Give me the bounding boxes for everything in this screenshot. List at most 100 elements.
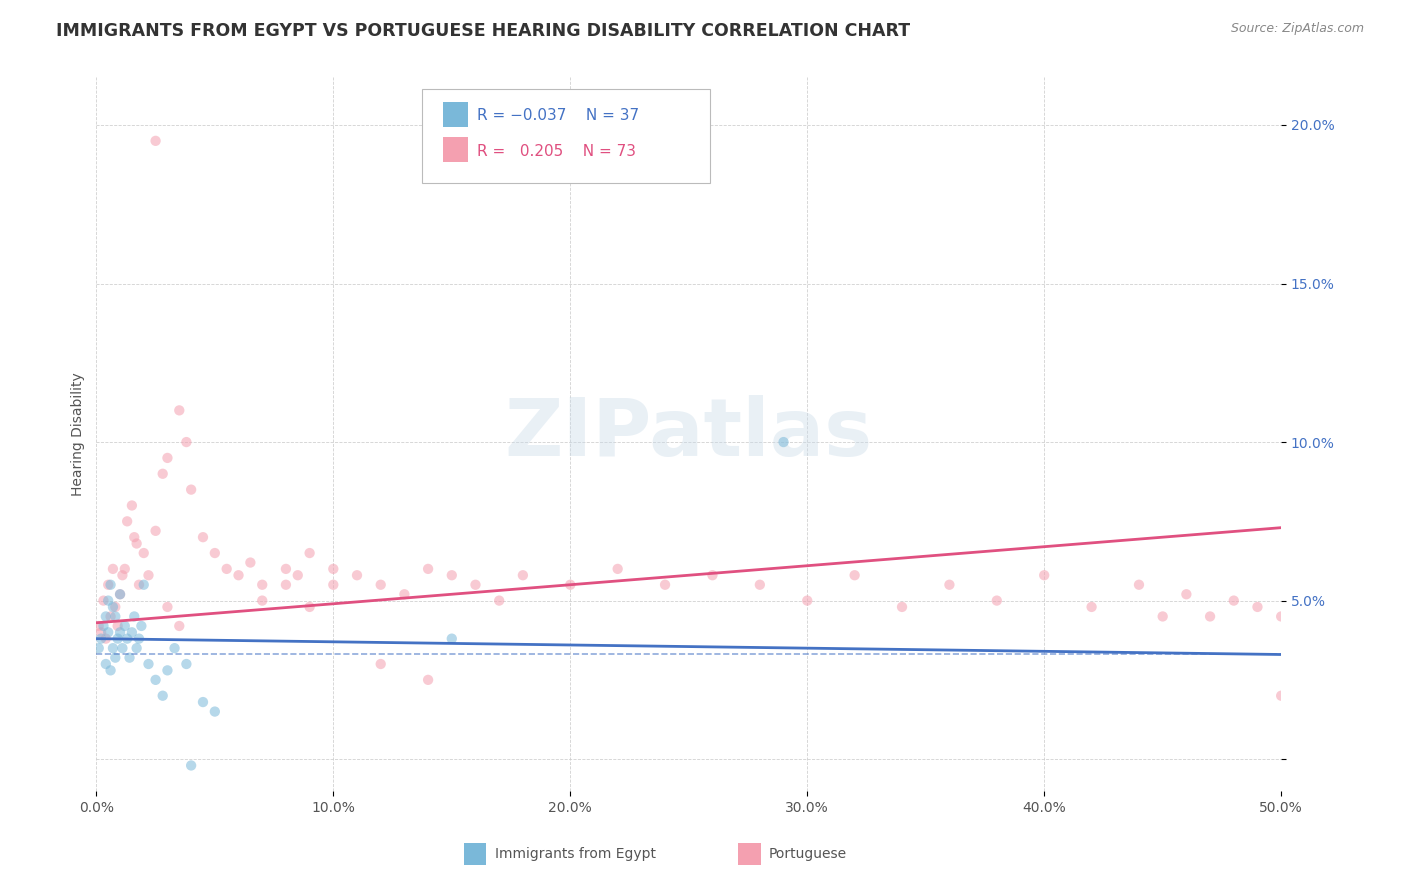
Point — [512, 568, 534, 582]
Point — [132, 546, 155, 560]
Point — [346, 568, 368, 582]
Point — [796, 593, 818, 607]
Point — [100, 609, 122, 624]
Point — [97, 578, 120, 592]
Point — [101, 599, 124, 614]
Point — [1270, 689, 1292, 703]
Text: Portuguese: Portuguese — [769, 847, 848, 861]
Point — [111, 568, 134, 582]
Point — [108, 587, 131, 601]
Point — [252, 593, 274, 607]
Point — [702, 568, 724, 582]
Point — [97, 593, 120, 607]
Point — [416, 562, 439, 576]
Point — [1199, 609, 1222, 624]
Point — [118, 650, 141, 665]
Point — [115, 632, 138, 646]
Point — [844, 568, 866, 582]
Point — [1128, 578, 1150, 592]
Point — [394, 587, 416, 601]
Point — [322, 578, 344, 592]
Point — [1246, 599, 1268, 614]
Point — [128, 578, 150, 592]
Point — [416, 673, 439, 687]
Point — [132, 578, 155, 592]
Point — [87, 619, 110, 633]
Point — [1033, 568, 1056, 582]
Text: R =   0.205    N = 73: R = 0.205 N = 73 — [477, 145, 636, 159]
Y-axis label: Hearing Disability: Hearing Disability — [72, 372, 86, 496]
Point — [274, 578, 297, 592]
Point — [114, 562, 136, 576]
Point — [1080, 599, 1102, 614]
Point — [938, 578, 960, 592]
Point — [101, 562, 124, 576]
Point — [90, 625, 112, 640]
Point — [298, 599, 321, 614]
Text: R = −0.037    N = 37: R = −0.037 N = 37 — [477, 109, 638, 123]
Point — [94, 632, 117, 646]
Point — [108, 625, 131, 640]
Point — [176, 657, 198, 671]
Point — [152, 689, 174, 703]
Point — [101, 641, 124, 656]
Point — [94, 657, 117, 671]
Point — [1294, 632, 1316, 646]
Point — [191, 530, 214, 544]
Point — [163, 641, 186, 656]
Point — [176, 435, 198, 450]
Text: ZIPatlas: ZIPatlas — [505, 395, 873, 473]
Text: Immigrants from Egypt: Immigrants from Egypt — [495, 847, 657, 861]
Point — [239, 556, 262, 570]
Point — [131, 619, 153, 633]
Point — [114, 619, 136, 633]
Point — [104, 609, 127, 624]
Point — [138, 568, 160, 582]
Point — [93, 619, 115, 633]
Point — [298, 546, 321, 560]
Point — [772, 435, 794, 450]
Point — [488, 593, 510, 607]
Point — [125, 536, 148, 550]
Point — [107, 632, 129, 646]
Point — [138, 657, 160, 671]
Point — [100, 578, 122, 592]
Point — [169, 403, 191, 417]
Point — [274, 562, 297, 576]
Point — [122, 609, 145, 624]
Point — [1223, 593, 1246, 607]
Point — [121, 625, 143, 640]
Point — [121, 499, 143, 513]
Point — [122, 530, 145, 544]
Point — [93, 593, 115, 607]
Point — [156, 599, 179, 614]
Text: Source: ZipAtlas.com: Source: ZipAtlas.com — [1230, 22, 1364, 36]
Point — [180, 758, 202, 772]
Point — [87, 641, 110, 656]
Point — [464, 578, 486, 592]
Point — [145, 673, 167, 687]
Point — [986, 593, 1008, 607]
Point — [125, 641, 148, 656]
Point — [107, 619, 129, 633]
Point — [287, 568, 309, 582]
Point — [370, 657, 392, 671]
Point — [115, 514, 138, 528]
Point — [145, 134, 167, 148]
Point — [111, 641, 134, 656]
Point — [145, 524, 167, 538]
Point — [606, 562, 628, 576]
Point — [152, 467, 174, 481]
Point — [204, 546, 226, 560]
Point — [180, 483, 202, 497]
Point — [128, 632, 150, 646]
Point — [560, 578, 582, 592]
Point — [156, 450, 179, 465]
Point — [156, 664, 179, 678]
Point — [440, 632, 463, 646]
Point — [1152, 609, 1174, 624]
Point — [191, 695, 214, 709]
Point — [228, 568, 250, 582]
Point — [108, 587, 131, 601]
Point — [94, 609, 117, 624]
